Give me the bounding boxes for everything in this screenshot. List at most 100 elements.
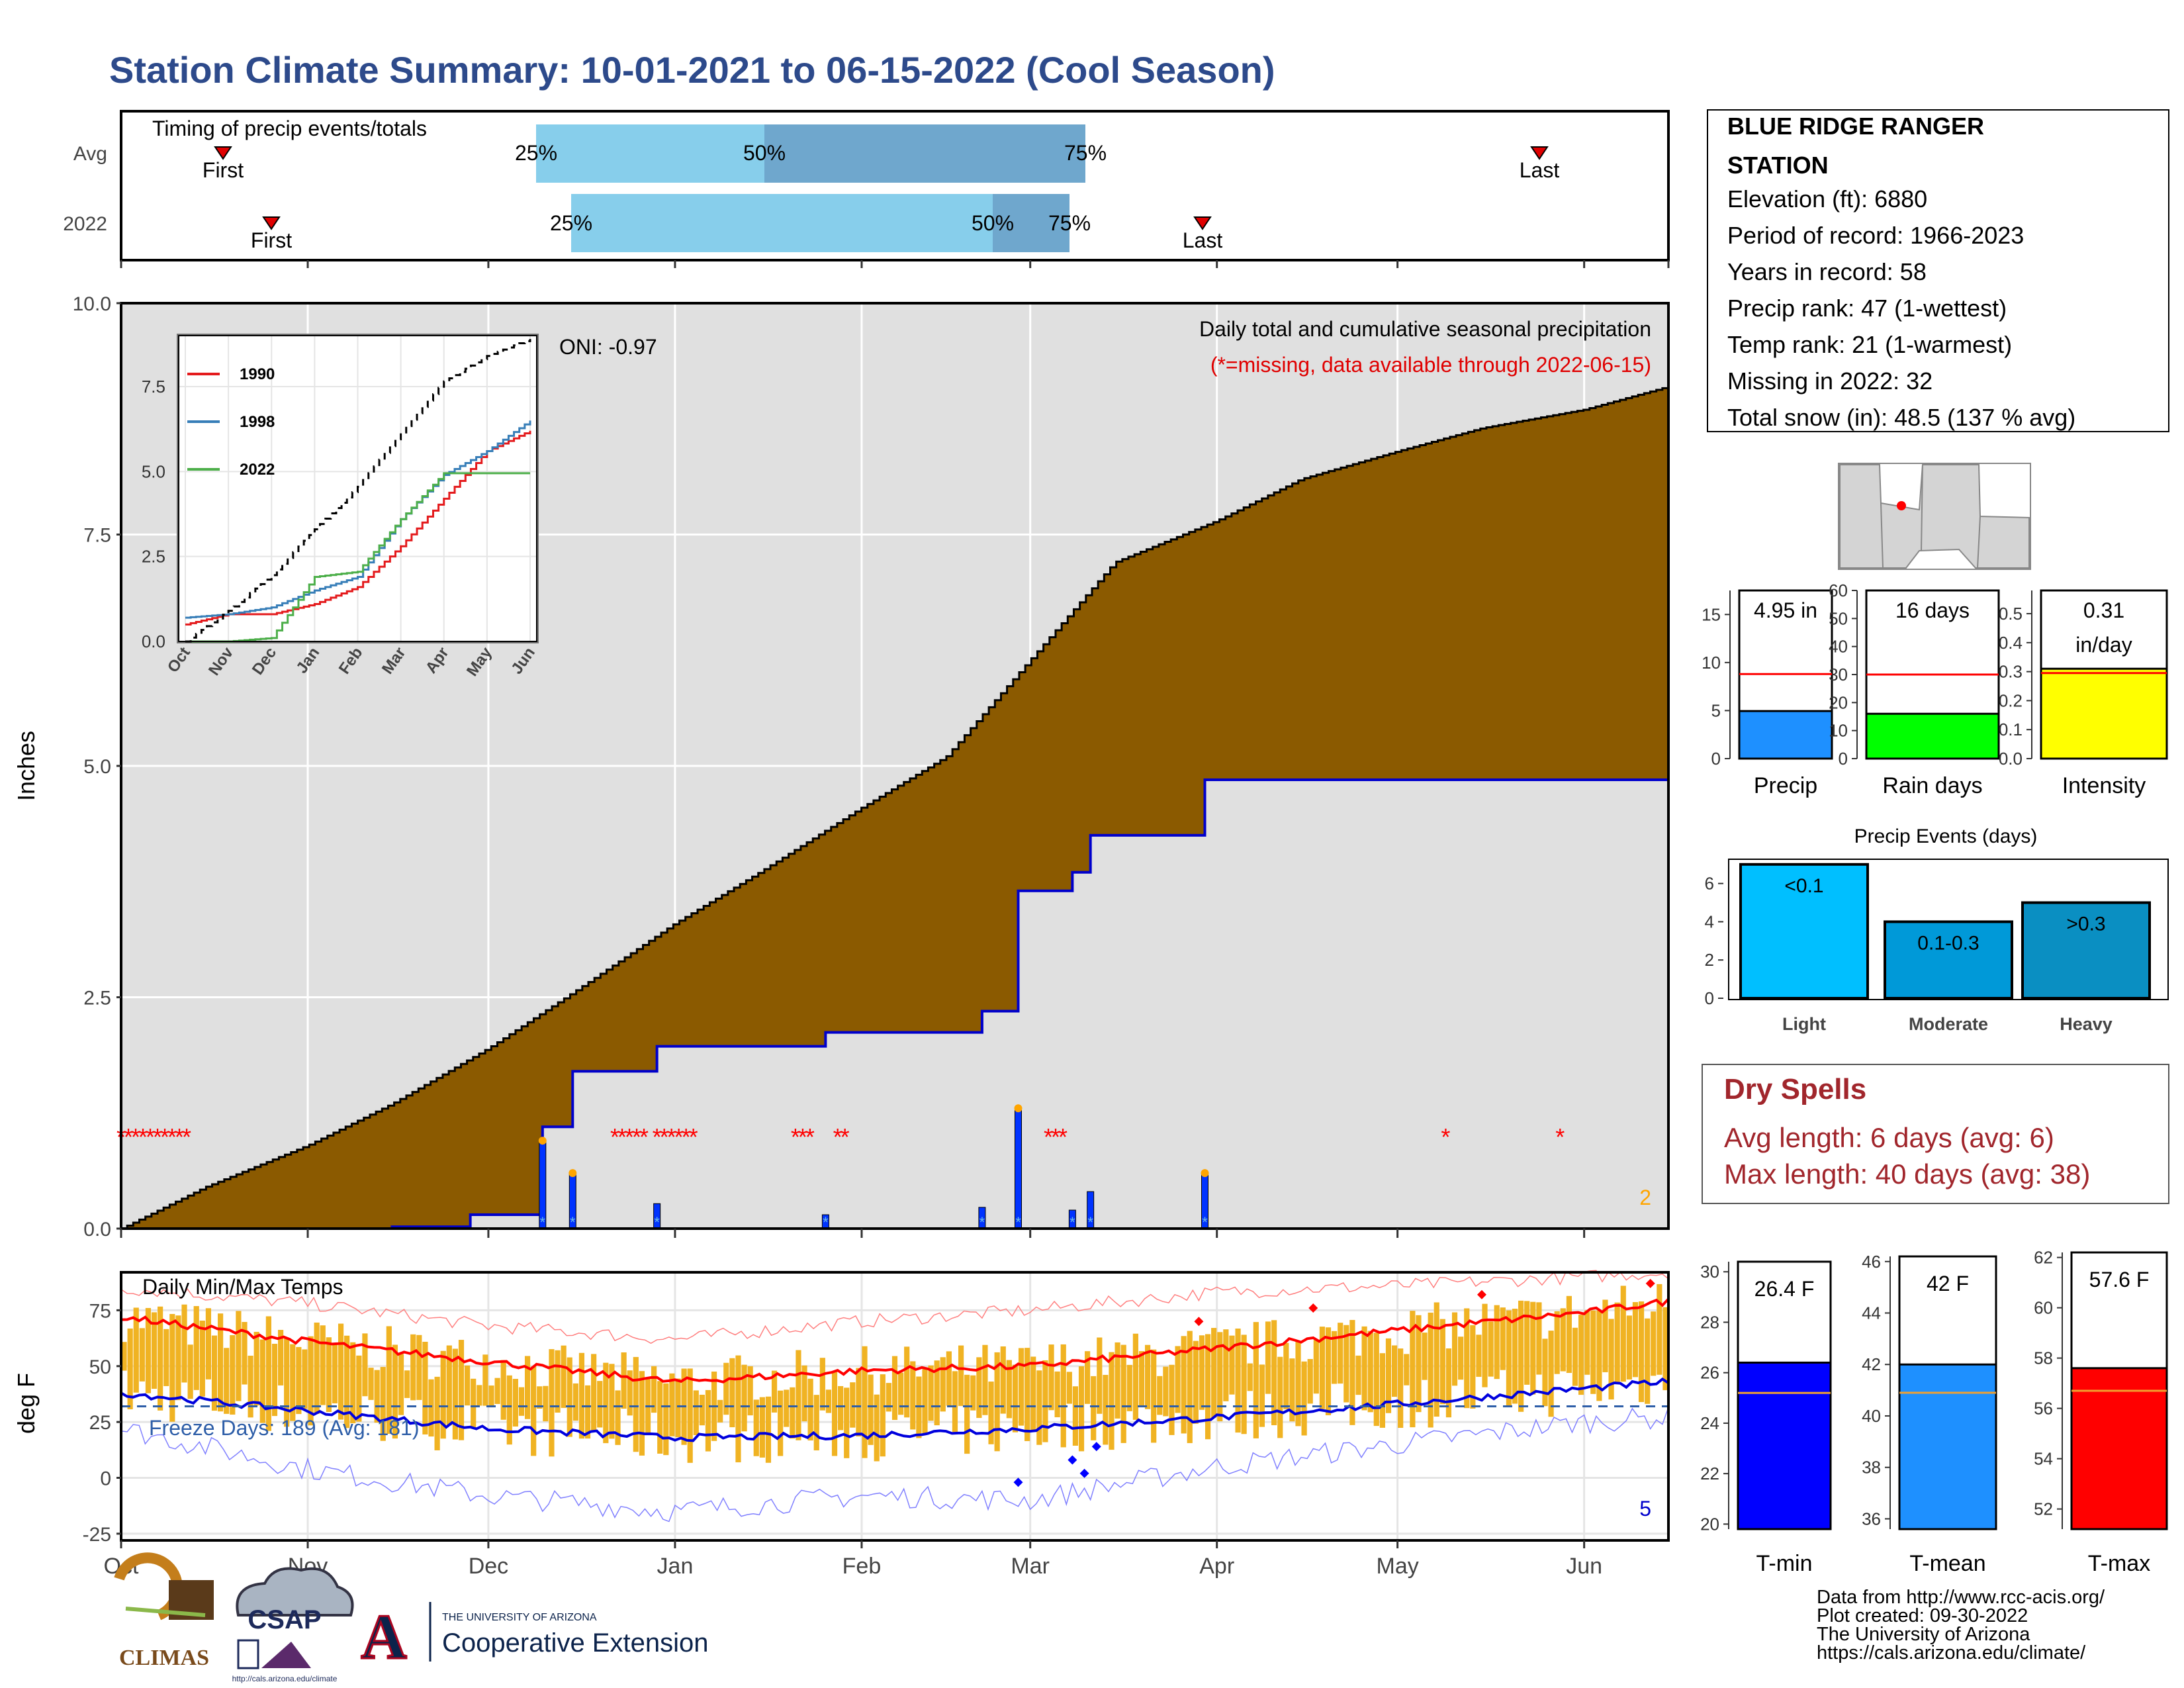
daily-temp-bar [1536,1302,1542,1375]
daily-temp-bar [187,1344,193,1399]
missing-marker: * [667,1123,676,1150]
daily-temp-bar [735,1355,741,1463]
summary-ytick-label: 42 [1862,1354,1881,1374]
csap-url: http://cals.arizona.edu/climate [232,1674,338,1683]
daily-temp-bar [277,1330,284,1385]
daily-temp-bar [1584,1310,1590,1375]
events-bar [1739,863,1869,1000]
footer-line-3: The University of Arizona [1817,1624,2030,1645]
summary-bar [1898,1363,1997,1530]
daily-temp-bar [1614,1302,1620,1383]
missing-marker: * [833,1123,842,1150]
daily-temp-bar [1476,1335,1482,1377]
daily-temp-bar [1566,1295,1572,1374]
summary-ytick-label: 15 [1702,604,1721,624]
daily-temp-bar [506,1375,512,1445]
daily-temp-bar [1445,1348,1452,1418]
daily-temp-bar [374,1370,380,1423]
daily-temp-bar [531,1366,537,1456]
missing-marker: * [1044,1123,1053,1150]
daily-temp-bar [1361,1326,1367,1411]
daily-temp-bar [633,1356,639,1452]
daily-precip-bar [1014,1107,1022,1229]
inset-legend-label: 2022 [240,461,275,479]
daily-temp-bar [236,1311,242,1401]
daily-temp-bar [145,1307,152,1393]
daily-temp-bar [1458,1336,1464,1380]
daily-temp-bar [1542,1338,1548,1407]
station-location-marker [1897,501,1906,510]
daily-temp-bar [1253,1322,1259,1438]
daily-temp-bar [584,1385,591,1439]
daily-temp-bar [1385,1338,1392,1413]
daily-temp-bar [603,1362,609,1444]
daily-temp-bar [1132,1333,1138,1420]
summary-bar [2040,667,2168,760]
daily-temp-bar [404,1370,410,1398]
events-title: Precip Events (days) [1854,825,2038,847]
summary-ytick-label: 52 [2034,1499,2053,1519]
record-low-marker [1091,1442,1101,1452]
ua-letter: A [361,1601,406,1672]
daily-temp-bar [1307,1358,1313,1404]
missing-marker: * [639,1123,649,1150]
daily-temp-bar [801,1365,807,1422]
daily-temp-bar [753,1399,759,1456]
events-ytick-label: 0 [1705,988,1714,1008]
events-range-label: >0.3 [2066,914,2105,935]
daily-temp-bar [796,1350,801,1440]
daily-temp-bar [1012,1364,1019,1432]
events-category-label: Heavy [2060,1014,2113,1034]
summary-ytick-label: 62 [2034,1248,2053,1268]
daily-temp-bar [1620,1286,1626,1382]
daily-temp-bar [1404,1354,1410,1385]
daily-temp-bar [1560,1308,1566,1372]
timing-2022-q25: 25% [550,211,592,235]
daily-temp-bar [500,1360,506,1420]
daily-temp-bar [1018,1348,1024,1426]
daily-temp-bar [308,1336,314,1426]
daily-temp-bar [1470,1325,1476,1409]
daily-temp-bar [1391,1345,1398,1397]
daily-temp-bar [609,1364,615,1439]
timing-2022-last-marker [1193,216,1212,230]
timing-panel: Timing of precip events/totals Avg 25% 5… [63,110,1670,268]
missing-marker: * [682,1123,691,1150]
daily-temp-bar [458,1340,465,1440]
daily-temp-bar [922,1369,928,1433]
daily-temp-bar [350,1342,356,1424]
daily-temp-bar [1235,1329,1241,1433]
temp-summary-value: 42 F [1927,1272,1969,1295]
daily-temp-bar [910,1361,916,1430]
precip-ytick-label: 0.0 [83,1219,111,1241]
daily-temp-bar [1103,1374,1109,1445]
missing-marker: * [160,1123,169,1150]
daily-temp-bar [825,1389,832,1413]
daily-temp-bar [1144,1344,1151,1409]
daily-temp-bar [1283,1342,1289,1409]
daily-temp-bar [314,1322,320,1415]
daily-temp-bar [1319,1327,1326,1409]
daily-temp-bar [904,1346,910,1418]
daily-temp-bar [332,1344,338,1403]
daily-temp-bar [1651,1311,1657,1376]
daily-temp-bar [790,1387,796,1439]
summary-category-label: Rain days [1882,773,1982,798]
missing-marker: * [124,1123,133,1150]
daily-temp-bar [1548,1331,1554,1417]
daily-temp-bar [1343,1325,1349,1403]
daily-temp-bar [1590,1310,1596,1394]
daily-temp-bar [416,1335,422,1400]
month-label: Dec [469,1554,508,1579]
daily-temp-bar [224,1348,230,1414]
missing-marker: * [1058,1123,1068,1150]
daily-temp-bar [669,1373,675,1436]
footer-credits: Data from http://www.rcc-acis.org/ Plot … [1817,1587,2105,1664]
daily-temp-bar [994,1352,1000,1452]
summary-ytick-label: 20 [1700,1514,1719,1534]
daily-temp-bar [1193,1340,1199,1424]
extreme-count: 2 [1639,1186,1651,1209]
daily-temp-bar [838,1385,844,1430]
daily-temp-bar [440,1350,446,1439]
